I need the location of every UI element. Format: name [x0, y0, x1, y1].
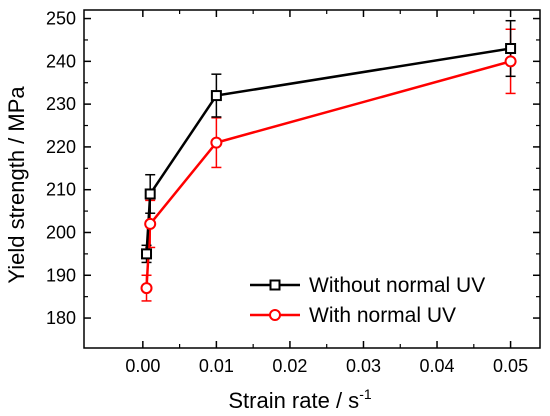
x-axis-label: Strain rate / s-1: [228, 386, 372, 413]
plot-frame: [83, 9, 541, 349]
data-point: [504, 55, 517, 68]
data-point: [140, 282, 153, 295]
data-point: [210, 90, 222, 102]
y-axis-label: Yield strength / MPa: [4, 86, 29, 284]
x-tick-label: 0.05: [493, 356, 528, 376]
data-point: [505, 43, 517, 55]
y-tick-label: 190: [46, 265, 76, 285]
x-tick-label: 0.03: [346, 356, 381, 376]
x-tick-label: 0.04: [420, 356, 455, 376]
y-tick-label: 220: [46, 137, 76, 157]
series-line: [145, 60, 511, 289]
data-point: [144, 217, 157, 230]
data-point: [141, 248, 153, 260]
data-point: [210, 136, 223, 149]
legend-marker: [269, 309, 281, 321]
legend-label: With normal UV: [309, 304, 456, 327]
x-tick-label: 0.00: [125, 356, 160, 376]
x-tick-label: 0.01: [199, 356, 234, 376]
legend-label: Without normal UV: [309, 274, 485, 297]
data-point: [144, 188, 156, 200]
y-tick-label: 230: [46, 94, 76, 114]
y-tick-label: 180: [46, 308, 76, 328]
y-tick-label: 240: [46, 51, 76, 71]
legend-marker: [269, 279, 281, 291]
y-tick-label: 200: [46, 222, 76, 242]
y-tick-label: 250: [46, 9, 76, 29]
y-tick-label: 210: [46, 180, 76, 200]
series-line: [145, 47, 511, 254]
x-tick-label: 0.02: [272, 356, 307, 376]
